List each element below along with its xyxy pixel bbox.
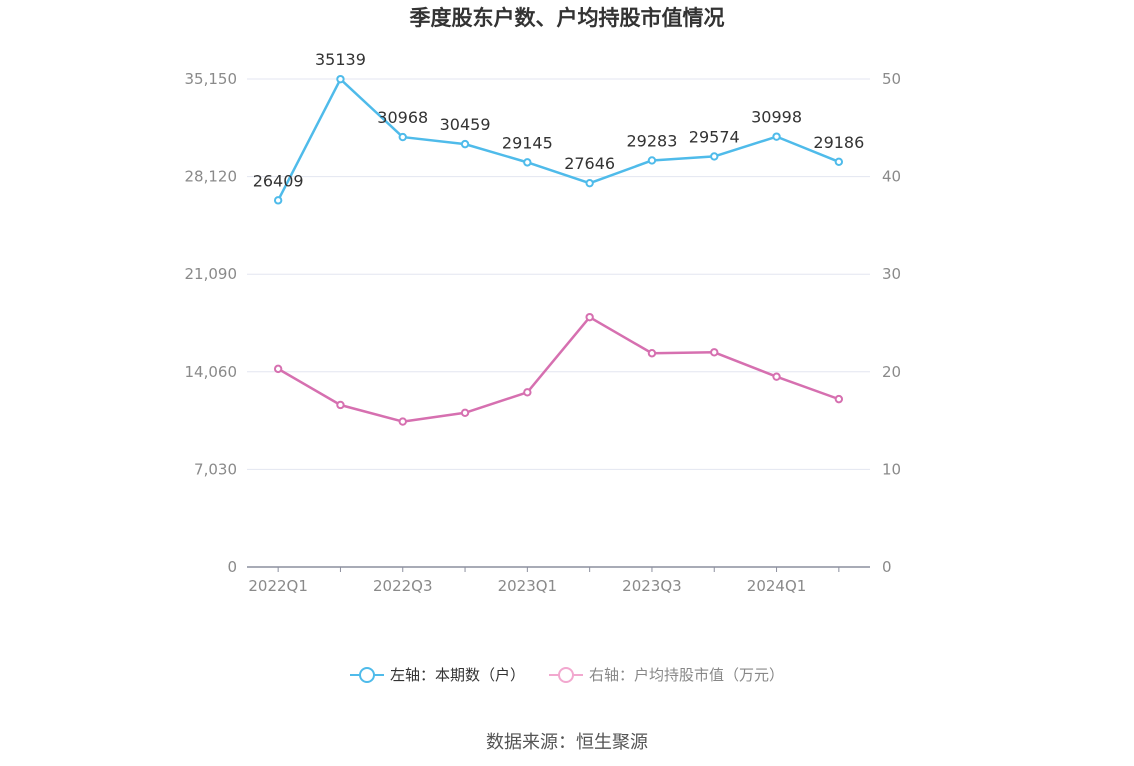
data-point [710, 348, 719, 357]
data-label: 35139 [315, 50, 366, 69]
data-point [336, 400, 345, 410]
legend-item-households[interactable]: 左轴：本期数（户） [349, 664, 525, 685]
data-point [647, 156, 657, 165]
data-point [460, 408, 470, 417]
legend-item-avg-value[interactable]: 右轴：户均持股市值（万元） [549, 664, 784, 685]
data-label: 26409 [253, 171, 304, 190]
legend-circle-icon [349, 666, 384, 684]
y-left-tick-label: 35,150 [185, 70, 238, 88]
x-tick-label: 2022Q1 [248, 577, 308, 595]
legend-label-avg-value: 右轴：户均持股市值（万元） [589, 666, 785, 684]
data-label: 30968 [377, 108, 428, 127]
data-label: 29574 [689, 127, 740, 146]
data-label: 29186 [813, 133, 864, 152]
data-point [834, 157, 844, 167]
y-right-tick-label: 30 [882, 265, 901, 283]
data-point [772, 132, 781, 141]
data-point [460, 139, 470, 149]
data-point [523, 388, 532, 397]
x-tick-label: 2024Q1 [747, 577, 807, 595]
x-tick-label: 2023Q1 [498, 577, 558, 595]
data-label: 30998 [751, 108, 802, 127]
y-right-tick-label: 0 [882, 558, 892, 576]
data-point [710, 152, 719, 161]
data-label: 27646 [564, 154, 615, 173]
legend-circle-icon [549, 666, 583, 684]
y-right-tick-label: 50 [882, 70, 901, 88]
data-point [834, 394, 844, 404]
series-line-1 [277, 77, 840, 201]
data-source: 数据来源：恒生聚源 [486, 732, 648, 753]
x-tick-label: 2023Q3 [622, 577, 682, 595]
legend-label-households: 左轴：本期数（户） [389, 666, 525, 684]
data-point [523, 158, 532, 167]
y-right-tick-label: 40 [882, 168, 901, 186]
data-label: 29283 [626, 131, 677, 150]
data-point [585, 178, 594, 188]
data-label: 30459 [440, 115, 491, 134]
chart-legend: 左轴：本期数（户） 右轴：户均持股市值（万元） [0, 664, 1134, 685]
y-right-tick-label: 10 [882, 460, 901, 478]
y-right-tick-label: 20 [882, 363, 901, 381]
data-point [398, 132, 407, 142]
y-left-tick-label: 28,120 [185, 168, 238, 186]
data-point [772, 372, 781, 381]
y-left-tick-label: 0 [227, 558, 237, 576]
data-point [398, 417, 407, 426]
data-label: 29145 [502, 133, 553, 152]
data-point [336, 74, 345, 84]
data-point [273, 364, 283, 374]
data-point [585, 312, 594, 322]
y-left-tick-label: 7,030 [194, 460, 237, 478]
y-left-tick-label: 14,060 [185, 363, 238, 381]
data-point [273, 196, 283, 205]
y-left-tick-label: 21,090 [185, 265, 238, 283]
chart-title: 季度股东户数、户均持股市值情况 [409, 6, 725, 30]
x-tick-label: 2022Q3 [373, 577, 433, 595]
series-line-2 [277, 315, 840, 423]
data-point [647, 349, 657, 358]
